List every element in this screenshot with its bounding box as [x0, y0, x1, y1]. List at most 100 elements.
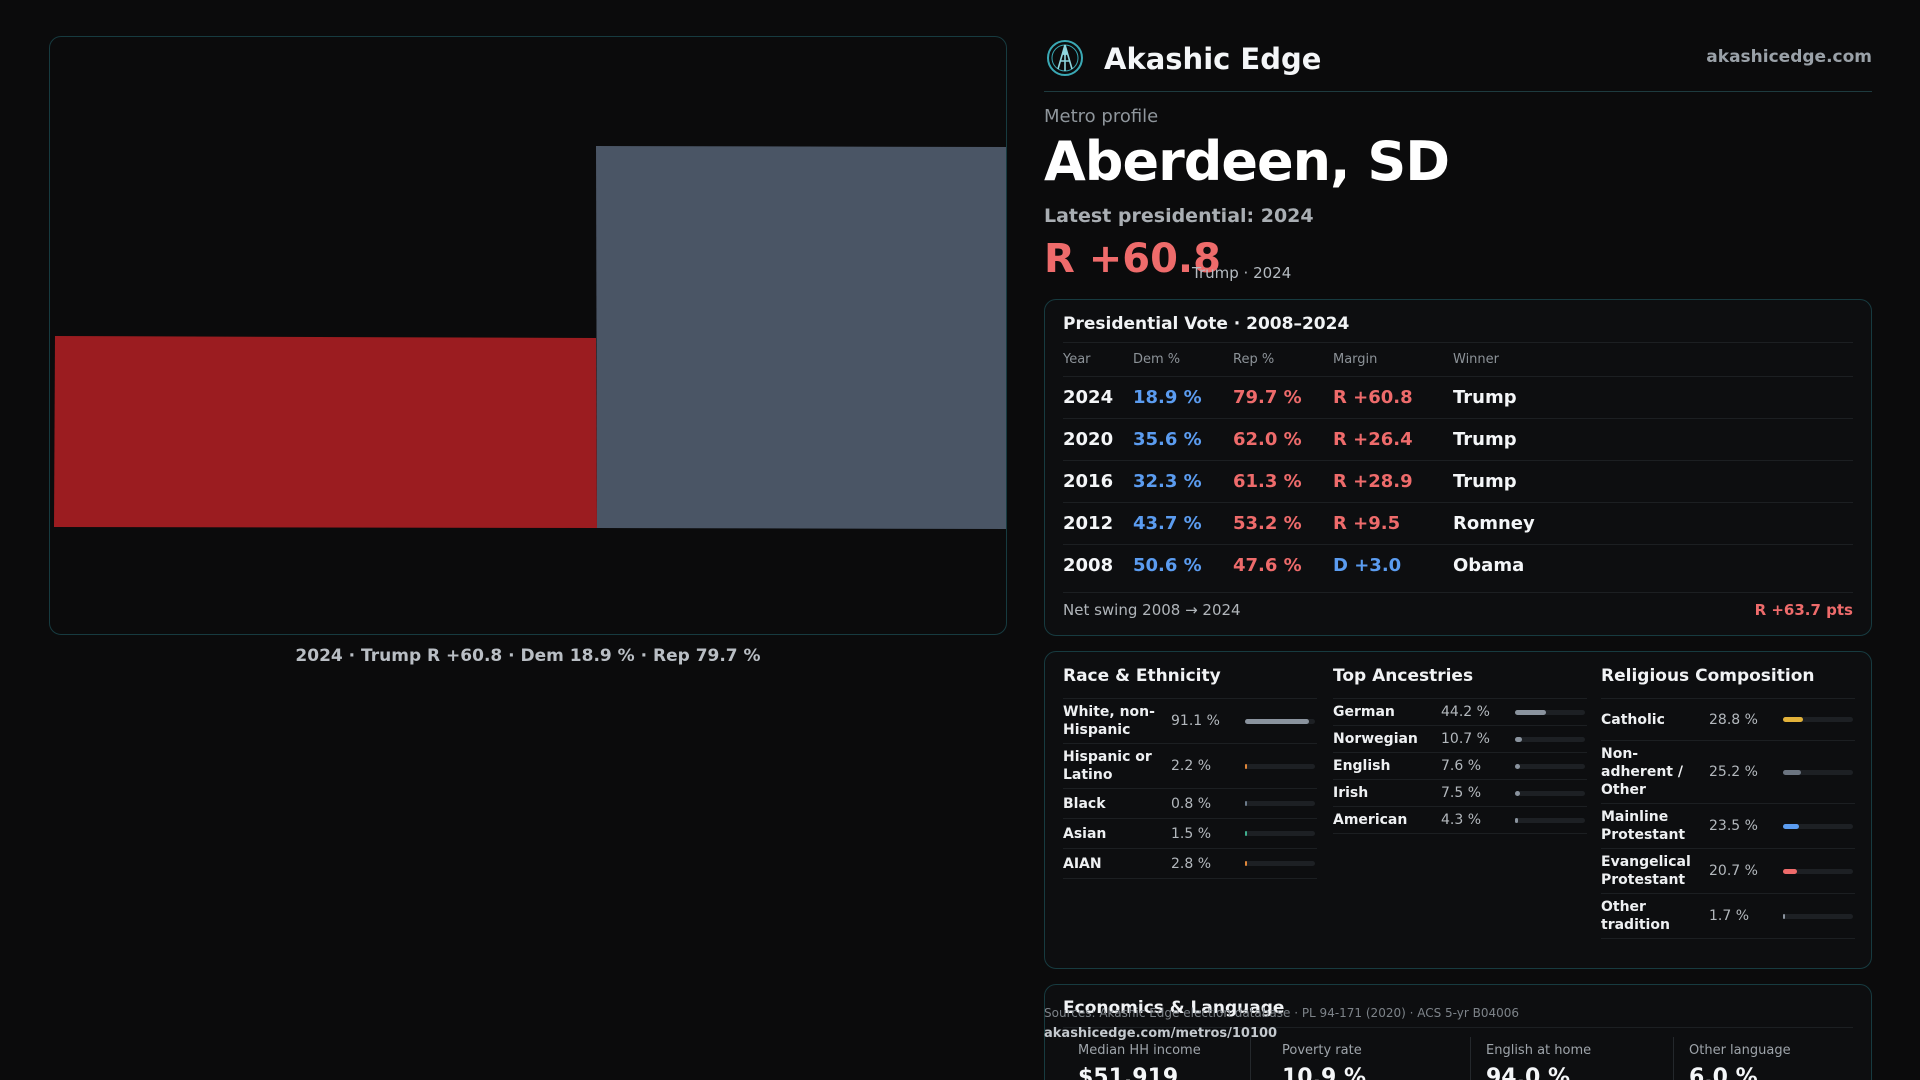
vote-rep-pct: 47.6 % — [1233, 555, 1302, 576]
religion-bar-fill — [1783, 868, 1798, 874]
race-value: 2.2 % — [1171, 758, 1212, 774]
religion-row: Evangelical Protestant 20.7 % — [1601, 849, 1855, 894]
vote-winner: Romney — [1453, 513, 1535, 534]
ancestry-bar-fill — [1515, 709, 1546, 715]
religion-bar-fill — [1783, 913, 1785, 919]
race-bar — [1245, 831, 1315, 836]
vote-row: 2012 43.7 % 53.2 % R +9.5 Romney — [1063, 502, 1853, 544]
vote-rep-pct: 61.3 % — [1233, 471, 1302, 492]
ancestry-label: Norwegian — [1333, 731, 1418, 747]
race-bar — [1245, 801, 1315, 806]
ancestry-bar — [1515, 763, 1585, 769]
race-bar — [1245, 861, 1315, 866]
religion-label: Mainline Protestant — [1601, 809, 1686, 843]
metro-map-svg — [54, 146, 1006, 529]
profile-panel: Akashic Edge akashicedge.com Metro profi… — [1044, 0, 1872, 1080]
ancestry-row: German 44.2 % — [1333, 699, 1587, 726]
ancestry-bar-fill — [1515, 763, 1521, 769]
ancestry-bar — [1515, 817, 1585, 823]
vote-row: 2024 18.9 % 79.7 % R +60.8 Trump — [1063, 376, 1853, 418]
vote-year: 2020 — [1063, 429, 1114, 450]
vote-row: 2016 32.3 % 61.3 % R +28.9 Trump — [1063, 460, 1853, 502]
race-bar — [1245, 718, 1315, 724]
net-swing-value: R +63.7 pts — [1754, 601, 1853, 619]
net-swing-label: Net swing 2008 → 2024 — [1063, 601, 1241, 619]
sources-note: Sources: Akashic Edge election database … — [1044, 1006, 1520, 1020]
religion-title: Religious Composition — [1601, 666, 1815, 686]
economics-title: Economics & Language — [1063, 998, 1285, 1018]
ancestry-bar-fill — [1515, 790, 1521, 796]
religion-row: Catholic 28.8 % — [1601, 699, 1855, 741]
profile-kicker: Metro profile — [1044, 106, 1159, 127]
vote-year: 2016 — [1063, 471, 1114, 492]
vote-row: 2008 50.6 % 47.6 % D +3.0 Obama — [1063, 544, 1853, 586]
vote-margin: R +28.9 — [1333, 471, 1413, 492]
race-value: 0.8 % — [1171, 795, 1212, 812]
race-value: 1.5 % — [1171, 825, 1212, 842]
race-label: Asian — [1063, 825, 1107, 842]
religion-row: Mainline Protestant 23.5 % — [1601, 804, 1855, 849]
demographics-card: Race & Ethnicity White, non-Hispanic 91.1… — [1044, 651, 1872, 969]
vote-row: 2020 35.6 % 62.0 % R +26.4 Trump — [1063, 418, 1853, 460]
vote-winner: Trump — [1453, 471, 1517, 492]
religion-bar-fill — [1783, 769, 1801, 775]
religion-value: 1.7 % — [1709, 908, 1750, 924]
religion-bar — [1783, 823, 1853, 829]
ancestry-bar — [1515, 736, 1585, 742]
religion-value: 23.5 % — [1709, 818, 1758, 834]
race-list: White, non-Hispanic 91.1 % Hispanic or Lat… — [1063, 698, 1317, 879]
ancestry-label: Irish — [1333, 785, 1369, 801]
vote-margin: R +26.4 — [1333, 429, 1413, 450]
brand-name: Akashic Edge — [1104, 42, 1322, 76]
vote-dem-pct: 18.9 % — [1133, 387, 1202, 408]
race-bar-fill — [1245, 718, 1309, 724]
map-county-other — [596, 146, 1006, 529]
econ-value-poverty: 10.9 % — [1282, 1065, 1366, 1080]
ancestry-bar-fill — [1515, 736, 1523, 742]
ancestry-value: 4.3 % — [1441, 812, 1482, 828]
site-link[interactable]: akashicedge.com — [1706, 47, 1872, 67]
col-margin: Margin — [1333, 352, 1378, 367]
ancestry-bar — [1515, 709, 1585, 715]
race-bar — [1245, 763, 1315, 769]
latest-margin: R +60.8 — [1044, 236, 1221, 282]
ancestry-row: Irish 7.5 % — [1333, 780, 1587, 807]
compass-logo-icon — [1047, 40, 1083, 76]
race-value: 91.1 % — [1171, 713, 1220, 729]
religion-bar — [1783, 717, 1853, 722]
vote-dem-pct: 32.3 % — [1133, 471, 1202, 492]
religion-bar — [1783, 769, 1853, 775]
religion-value: 25.2 % — [1709, 764, 1758, 780]
ancestry-value: 7.6 % — [1441, 758, 1482, 774]
site-header: Akashic Edge akashicedge.com — [1044, 36, 1872, 92]
econ-value-income: $51,919 — [1078, 1065, 1179, 1080]
vote-margin: D +3.0 — [1333, 555, 1402, 576]
vote-winner: Trump — [1453, 429, 1517, 450]
permalink[interactable]: akashicedge.com/metros/10100 — [1044, 1026, 1278, 1041]
race-label: Hispanic or Latino — [1063, 749, 1152, 783]
ancestry-row: American 4.3 % — [1333, 807, 1587, 834]
vote-year: 2012 — [1063, 513, 1114, 534]
religion-bar — [1783, 913, 1853, 919]
latest-presidential-label: Latest presidential: 2024 — [1044, 205, 1314, 227]
vote-rep-pct: 53.2 % — [1233, 513, 1302, 534]
religion-bar-fill — [1783, 717, 1804, 722]
vote-rep-pct: 62.0 % — [1233, 429, 1302, 450]
latest-margin-sub: Trump · 2024 — [1192, 264, 1292, 282]
ancestry-label: English — [1333, 758, 1391, 774]
map-county-rep — [54, 336, 597, 528]
race-value: 2.8 % — [1171, 855, 1212, 872]
ancestry-label: American — [1333, 812, 1408, 828]
race-title: Race & Ethnicity — [1063, 666, 1221, 686]
vote-winner: Obama — [1453, 555, 1525, 576]
ancestry-value: 7.5 % — [1441, 785, 1482, 801]
econ-label-other-language: Other language — [1689, 1043, 1791, 1058]
vote-margin: R +9.5 — [1333, 513, 1401, 534]
ancestry-row: Norwegian 10.7 % — [1333, 726, 1587, 753]
religion-row: Other tradition 1.7 % — [1601, 894, 1855, 939]
religion-list: Catholic 28.8 % Non-adherent / Other 25.2 %… — [1601, 698, 1855, 939]
vote-table-header: Year Dem % Rep % Margin Winner — [1063, 342, 1853, 376]
race-bar-fill — [1245, 801, 1247, 806]
vote-rep-pct: 79.7 % — [1233, 387, 1302, 408]
vote-margin: R +60.8 — [1333, 387, 1413, 408]
